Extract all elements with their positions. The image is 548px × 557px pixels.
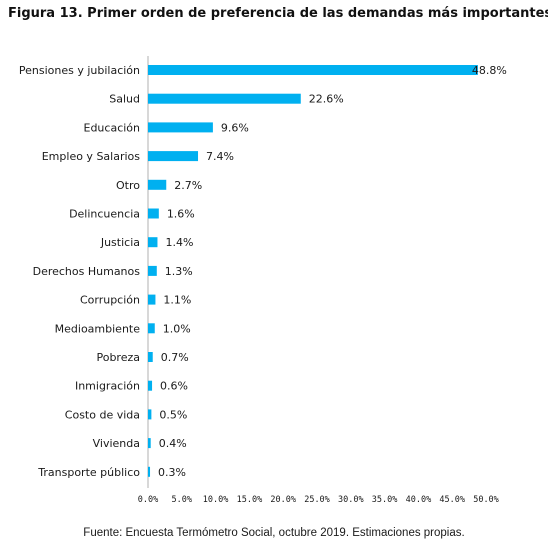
value-label-costo-de-vida: 0.5% <box>159 408 187 421</box>
value-label-justicia: 1.4% <box>165 236 193 249</box>
bar-medioambiente <box>148 323 155 334</box>
category-label-vivienda: Vivienda <box>93 437 140 450</box>
x-tick-label: 20.0% <box>270 495 296 505</box>
x-tick-label: 15.0% <box>237 495 263 505</box>
value-label-delincuencia: 1.6% <box>167 208 195 221</box>
category-label-delincuencia: Delincuencia <box>69 208 140 221</box>
bar-pensiones-y-jubilacion <box>148 65 478 75</box>
value-label-derechos-humanos: 1.3% <box>165 265 193 278</box>
figure-title: Figura 13. Primer orden de preferencia d… <box>8 6 548 21</box>
category-label-pensiones-y-jubilacion: Pensiones y jubilación <box>19 64 140 77</box>
x-tick-label: 0.0% <box>138 495 158 505</box>
category-label-costo-de-vida: Costo de vida <box>65 408 140 421</box>
category-label-justicia: Justicia <box>100 236 140 249</box>
category-label-otro: Otro <box>116 179 140 192</box>
category-label-educacion: Educación <box>84 121 141 134</box>
value-label-inmigracion: 0.6% <box>160 380 188 393</box>
value-label-otro: 2.7% <box>174 179 202 192</box>
category-label-pobreza: Pobreza <box>96 351 140 364</box>
bar-costo-de-vida <box>148 409 152 420</box>
x-tick-label: 50.0% <box>473 495 499 505</box>
bar-transporte-publico <box>148 466 151 477</box>
value-label-empleo-y-salarios: 7.4% <box>206 150 234 163</box>
value-label-medioambiente: 1.0% <box>163 322 191 335</box>
bars-group <box>148 65 478 477</box>
x-tick-label: 10.0% <box>203 495 229 505</box>
value-label-corrupcion: 1.1% <box>163 294 191 307</box>
x-tick-label: 25.0% <box>304 495 330 505</box>
bar-pobreza <box>148 352 153 362</box>
category-label-derechos-humanos: Derechos Humanos <box>33 265 141 278</box>
bar-vivienda <box>148 438 151 449</box>
category-label-empleo-y-salarios: Empleo y Salarios <box>42 150 141 163</box>
value-label-vivienda: 0.4% <box>159 437 187 450</box>
x-tick-label: 5.0% <box>172 495 192 505</box>
value-label-pensiones-y-jubilacion: 48.8% <box>472 64 507 77</box>
bar-educacion <box>148 122 213 133</box>
value-label-salud: 22.6% <box>309 93 344 106</box>
x-tick-label: 30.0% <box>338 495 364 505</box>
bar-corrupcion <box>148 294 156 305</box>
category-label-medioambiente: Medioambiente <box>55 322 141 335</box>
category-labels: Pensiones y jubilación Salud Educación Empl… <box>19 64 140 479</box>
category-label-corrupcion: Corrupción <box>80 294 140 307</box>
value-label-educacion: 9.6% <box>221 121 249 134</box>
bar-inmigracion <box>148 380 153 391</box>
value-labels: 48.8% 22.6% 9.6% 7.4% 2.7% 1.6% 1.4% 1.3% 1.1% 1.… <box>158 64 507 479</box>
value-label-pobreza: 0.7% <box>161 351 189 364</box>
category-label-salud: Salud <box>109 93 140 106</box>
bar-derechos-humanos <box>148 265 157 276</box>
bar-empleo-y-salarios <box>148 151 199 162</box>
bar-delincuencia <box>148 208 159 219</box>
x-tick-label: 45.0% <box>439 495 465 505</box>
value-label-transporte-publico: 0.3% <box>158 466 186 479</box>
x-axis-tick-labels: 0.0% 5.0% 10.0% 15.0% 20.0% 25.0% 30.0% 35.0% 40… <box>138 495 499 505</box>
source-note: Fuente: Encuesta Termómetro Social, octu… <box>83 527 465 539</box>
category-label-inmigracion: Inmigración <box>75 380 140 393</box>
category-label-transporte-publico: Transporte público <box>37 466 140 479</box>
x-tick-label: 40.0% <box>406 495 432 505</box>
bar-chart: Pensiones y jubilación Salud Educación Empl… <box>19 56 507 505</box>
x-tick-label: 35.0% <box>372 495 398 505</box>
bar-otro <box>148 179 167 190</box>
bar-salud <box>148 93 301 104</box>
bar-justicia <box>148 237 158 248</box>
